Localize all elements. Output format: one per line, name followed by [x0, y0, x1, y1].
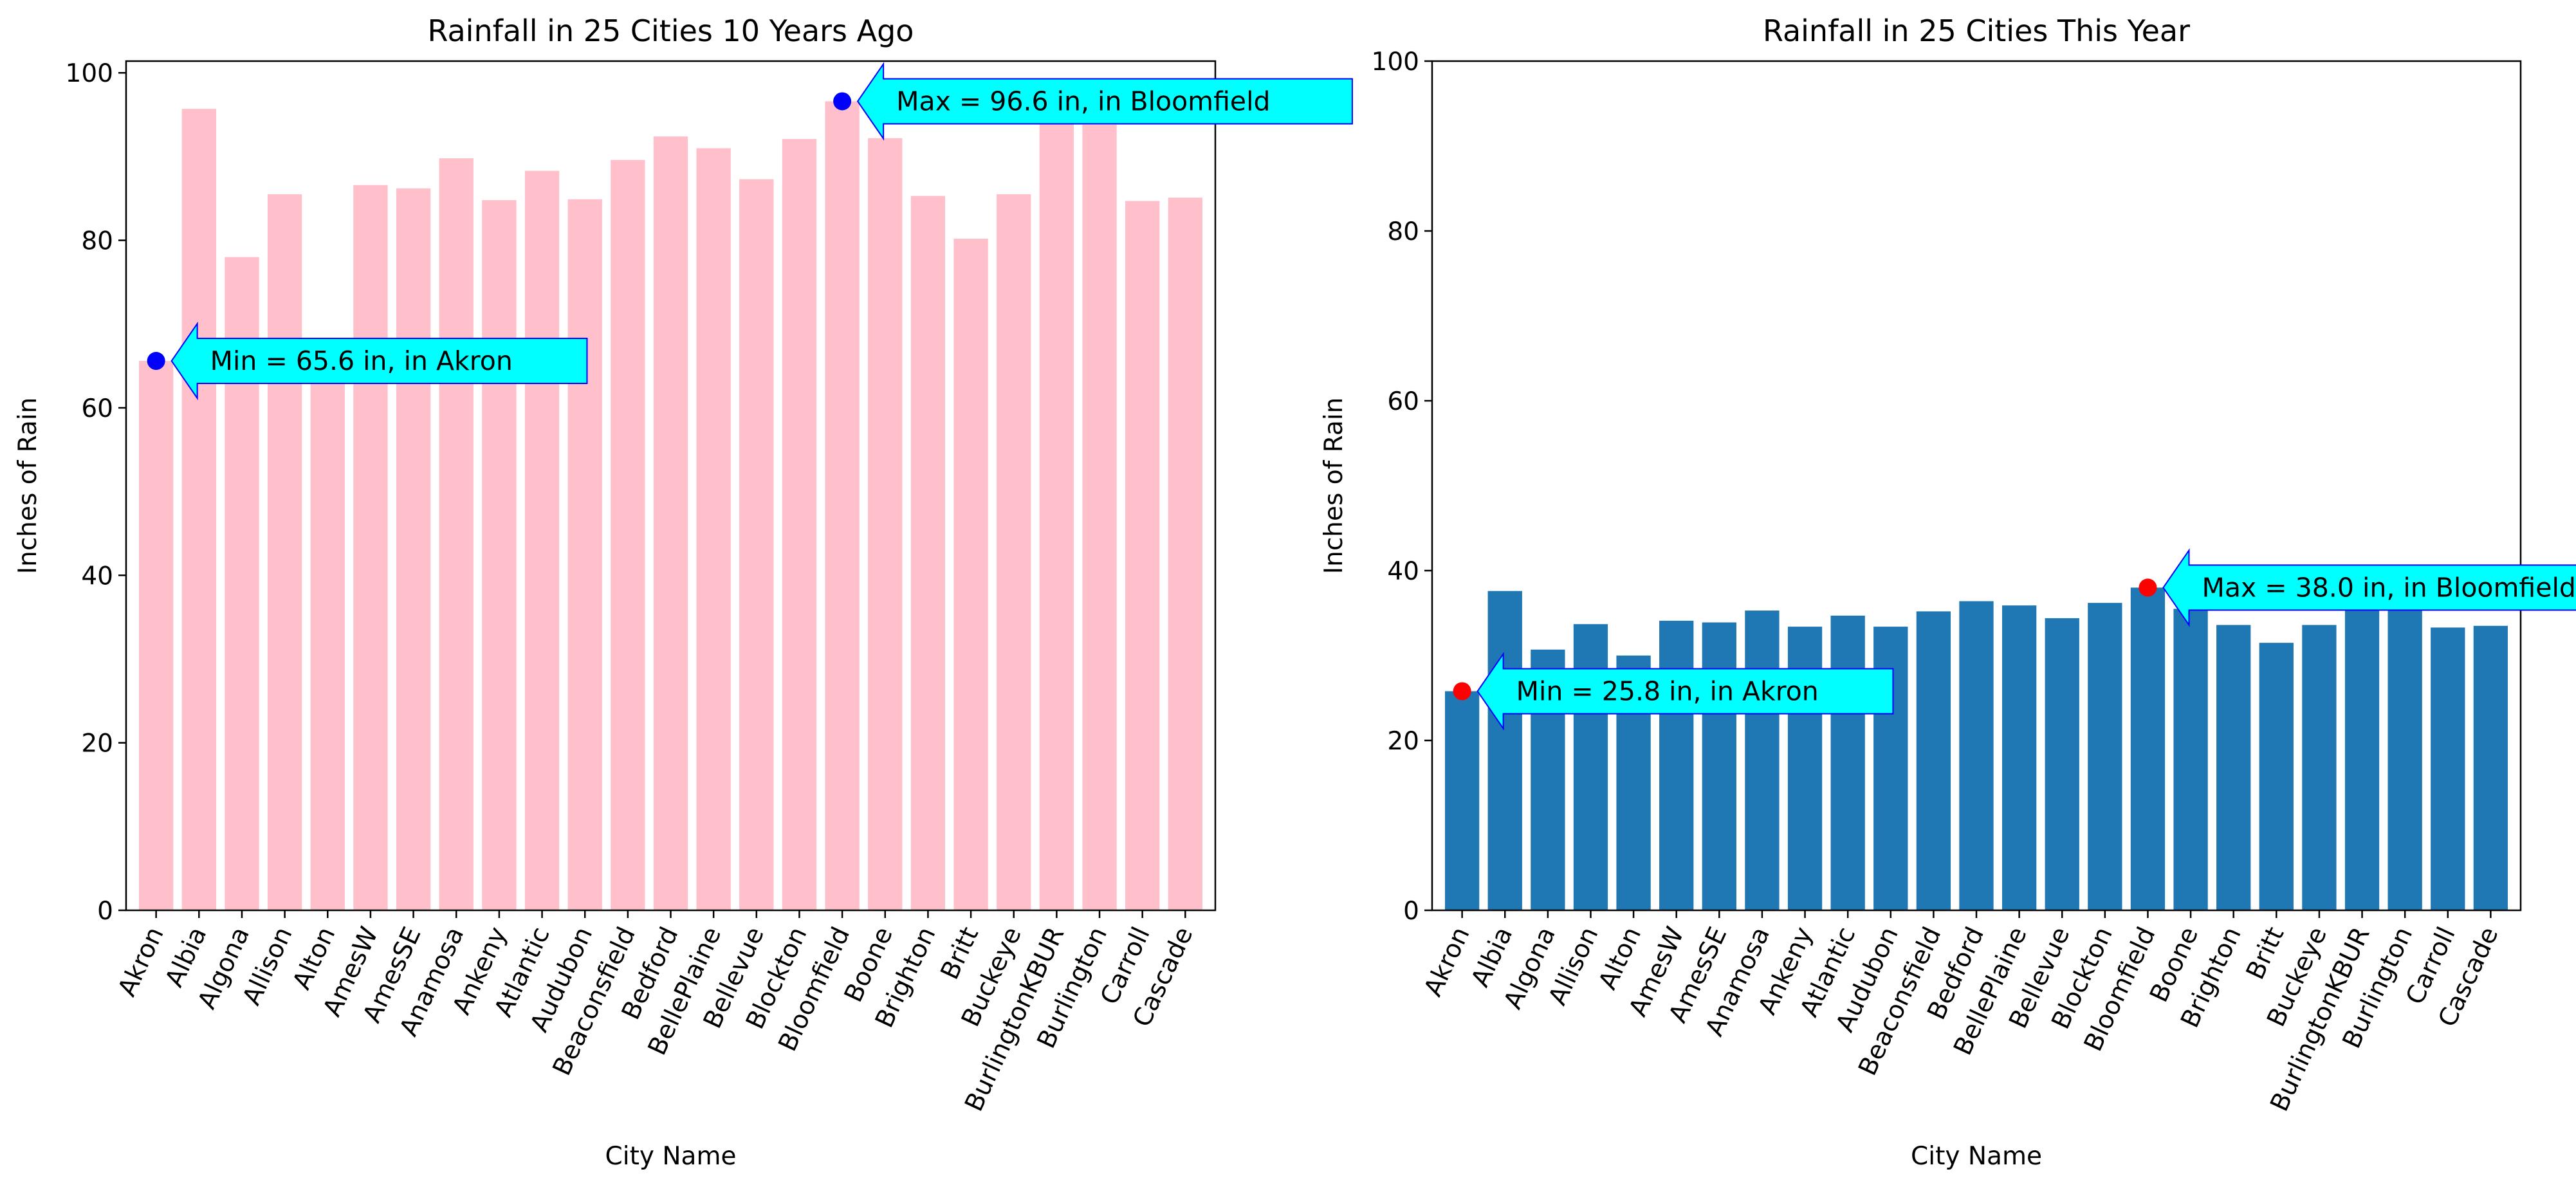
chart-title: Rainfall in 25 Cities 10 Years Ago	[428, 14, 914, 48]
bar-bedford	[653, 136, 688, 910]
x-axis-label: City Name	[605, 1142, 737, 1171]
bar-burlingtonkbur	[1039, 115, 1074, 911]
bar-carroll	[2431, 627, 2465, 910]
bar-burlington	[1082, 124, 1117, 910]
bar-cascade	[2473, 625, 2508, 910]
bar-amesse	[396, 188, 431, 910]
bar-bedford	[1959, 601, 1994, 910]
bar-belleplaine	[2001, 605, 2037, 910]
y-tick-label: 80	[1387, 217, 1419, 246]
max-callout	[2162, 548, 2576, 627]
y-axis-label: Inches of Rain	[1320, 398, 1348, 574]
bar-amesw	[1659, 620, 1694, 910]
bar-atlantic	[1830, 615, 1865, 910]
bar-brighton	[2216, 625, 2251, 910]
bar-amesw	[353, 185, 388, 910]
x-tick-label: Akron	[1419, 923, 1476, 1000]
max-callout	[856, 62, 1353, 141]
bar-akron	[1444, 691, 1480, 910]
y-tick-label: 100	[66, 59, 113, 88]
bar-anamosa	[1745, 611, 1780, 910]
max-annotation-label: Max = 38.0 in, in Bloomfield	[2202, 572, 2575, 603]
bar-atlantic	[524, 170, 560, 911]
chart-panel-2: 020406080100AkronAlbiaAlgonaAllisonAlton…	[1320, 14, 2576, 1171]
y-tick-label: 0	[97, 897, 113, 926]
bar-belleplaine	[696, 148, 731, 910]
bar-audubon	[567, 199, 602, 910]
chart-title: Rainfall in 25 Cities This Year	[1763, 14, 2190, 48]
bar-beaconsfield	[611, 160, 645, 910]
bar-britt	[2259, 643, 2294, 910]
bar-beaconsfield	[1916, 611, 1951, 910]
min-annotation-label: Min = 25.8 in, in Akron	[1516, 675, 1819, 706]
bar-bellevue	[739, 179, 774, 910]
bar-burlingtonkbur	[2344, 596, 2380, 910]
bar-carroll	[1125, 201, 1160, 910]
y-tick-label: 80	[81, 227, 113, 256]
min-marker	[1453, 682, 1471, 701]
y-tick-label: 60	[81, 394, 113, 423]
bar-boone	[2173, 609, 2208, 910]
bar-burlington	[2387, 598, 2422, 910]
chart-panel-1: 020406080100AkronAlbiaAlgonaAllisonAlton…	[14, 14, 1353, 1171]
y-tick-label: 20	[81, 730, 113, 758]
bar-alton	[310, 357, 345, 910]
y-tick-label: 0	[1403, 897, 1419, 926]
bar-bloomfield	[825, 101, 860, 910]
bar-anamosa	[439, 158, 474, 911]
bar-brighton	[910, 196, 946, 910]
bar-cascade	[1168, 197, 1203, 911]
bar-albia	[181, 109, 216, 911]
bar-allison	[1573, 624, 1608, 910]
min-annotation-label: Min = 65.6 in, in Akron	[210, 345, 513, 376]
max-marker	[2139, 578, 2157, 597]
bar-buckeye	[2302, 625, 2337, 910]
bar-allison	[267, 194, 302, 911]
x-axis-label: City Name	[1911, 1142, 2042, 1171]
bar-blockton	[2088, 603, 2122, 910]
x-tick-label: Akron	[113, 923, 170, 1000]
bar-akron	[138, 361, 174, 910]
max-annotation-label: Max = 96.6 in, in Bloomfield	[896, 86, 1270, 116]
min-marker	[147, 352, 165, 371]
bar-britt	[953, 238, 988, 910]
bar-buckeye	[997, 194, 1031, 911]
bar-amesse	[1702, 622, 1736, 910]
bar-albia	[1487, 591, 1522, 910]
y-axis-label: Inches of Rain	[14, 398, 42, 574]
y-tick-label: 40	[81, 562, 113, 591]
max-marker	[833, 92, 852, 111]
y-tick-label: 40	[1387, 557, 1419, 586]
y-tick-label: 60	[1387, 387, 1419, 416]
y-tick-label: 20	[1387, 727, 1419, 756]
bar-ankeny	[482, 200, 517, 910]
min-callout	[1477, 652, 1894, 731]
bar-blockton	[782, 139, 817, 911]
bar-boone	[868, 138, 903, 911]
min-callout	[170, 321, 588, 401]
y-tick-label: 100	[1372, 48, 1419, 77]
bar-bloomfield	[2130, 587, 2166, 910]
bar-bellevue	[2045, 618, 2079, 910]
